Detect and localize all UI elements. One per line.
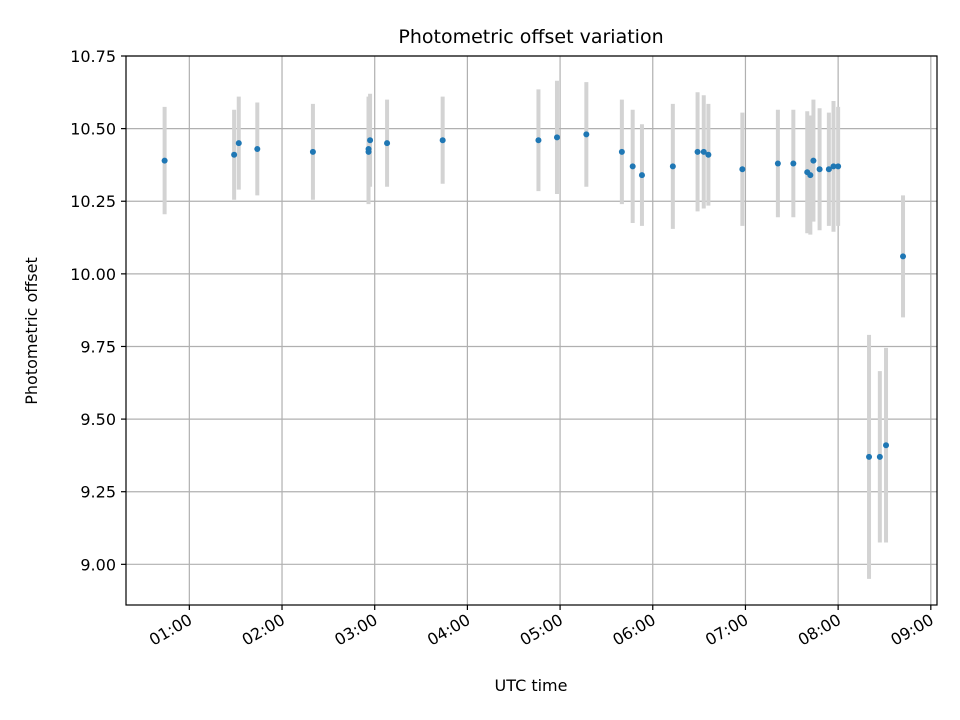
data-point: [554, 134, 560, 140]
data-point: [817, 166, 823, 172]
y-tick-label: 10.00: [70, 265, 116, 284]
data-point: [535, 137, 541, 143]
data-point: [775, 160, 781, 166]
data-point: [236, 140, 242, 146]
y-tick-label: 10.50: [70, 120, 116, 139]
data-point: [639, 172, 645, 178]
data-point: [877, 454, 883, 460]
data-point: [583, 131, 589, 137]
data-point: [810, 158, 816, 164]
data-point: [367, 137, 373, 143]
data-point: [384, 140, 390, 146]
x-axis-title: UTC time: [495, 676, 568, 695]
data-point: [670, 163, 676, 169]
y-tick-label: 9.00: [80, 555, 116, 574]
data-point: [883, 442, 889, 448]
chart-title: Photometric offset variation: [398, 26, 663, 48]
data-point: [619, 149, 625, 155]
data-point: [630, 163, 636, 169]
y-tick-label: 10.75: [70, 47, 116, 66]
data-point: [807, 172, 813, 178]
data-point: [835, 163, 841, 169]
y-axis-title: Photometric offset: [22, 257, 41, 405]
data-point: [366, 149, 372, 155]
data-point: [440, 137, 446, 143]
data-point: [254, 146, 260, 152]
y-tick-label: 10.25: [70, 192, 116, 211]
data-point: [900, 253, 906, 259]
data-point: [866, 454, 872, 460]
data-point: [310, 149, 316, 155]
data-point: [231, 152, 237, 158]
offset-chart: Photometric offset variation UTC time Ph…: [0, 0, 960, 720]
data-point: [162, 158, 168, 164]
data-point: [739, 166, 745, 172]
data-point: [695, 149, 701, 155]
data-point: [705, 152, 711, 158]
y-tick-label: 9.50: [80, 410, 116, 429]
chart-background: [0, 0, 960, 720]
y-tick-label: 9.25: [80, 483, 116, 502]
data-point: [790, 160, 796, 166]
y-tick-label: 9.75: [80, 337, 116, 356]
